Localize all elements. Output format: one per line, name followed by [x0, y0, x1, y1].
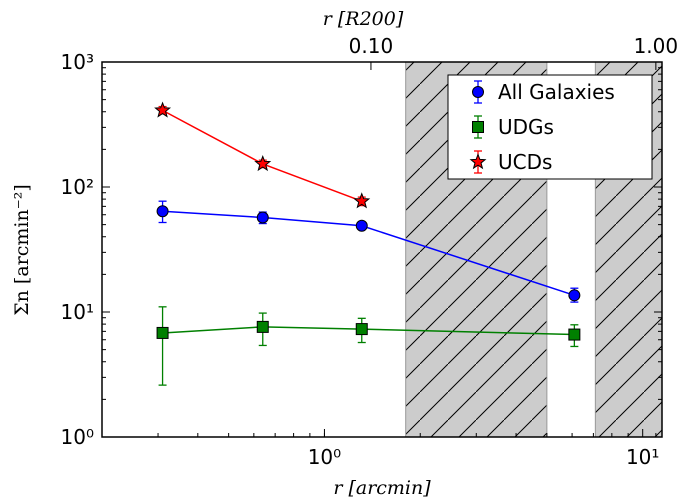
data-point-all-galaxies: [156, 205, 169, 218]
series-line-udgs: [162, 326, 575, 336]
x-axis-label: r [arcmin]: [333, 477, 431, 499]
legend-label-all-galaxies: All Galaxies: [498, 80, 615, 104]
series-line-all-galaxies: [162, 210, 575, 297]
data-point-ucds: [254, 155, 272, 172]
plot-frame: [101, 61, 663, 438]
y-tick-label: 10⁰: [61, 425, 94, 449]
legend-label-udgs: UDGs: [498, 115, 554, 139]
legend: All Galaxies UDGs UCDs: [447, 74, 653, 180]
data-point-all-galaxies: [568, 289, 581, 302]
y-tick-label: 10³: [61, 50, 94, 74]
data-point-udgs: [256, 320, 269, 333]
x-tick-label: 10⁰: [308, 445, 341, 469]
top-tick-label: 1.00: [634, 34, 679, 58]
data-markers: [154, 101, 581, 341]
data-point-udgs: [156, 326, 169, 339]
data-point-ucds: [154, 101, 172, 118]
data-point-all-galaxies: [355, 219, 368, 232]
x-tick-label: 10¹: [626, 445, 659, 469]
data-point-udgs: [568, 328, 581, 341]
y-tick-label: 10²: [61, 175, 94, 199]
legend-marker-udgs: [472, 121, 484, 133]
axis-ticks: 10⁰ 10¹ 10² 10³ 10⁰ 10¹ 0.10 1.00: [61, 34, 679, 469]
top-axis-label: r [R200]: [323, 8, 404, 30]
y-tick-label: 10¹: [61, 300, 94, 324]
data-point-udgs: [355, 323, 368, 336]
legend-label-ucds: UCDs: [498, 150, 552, 174]
y-axis-label: Σn [arcmin⁻²]: [11, 184, 33, 316]
data-point-ucds: [353, 192, 371, 209]
top-tick-label: 0.10: [349, 34, 394, 58]
legend-marker-all-galaxies: [472, 86, 484, 98]
series-line-ucds: [162, 109, 363, 202]
data-point-all-galaxies: [256, 211, 269, 224]
legend-marker-ucds: [469, 153, 487, 170]
